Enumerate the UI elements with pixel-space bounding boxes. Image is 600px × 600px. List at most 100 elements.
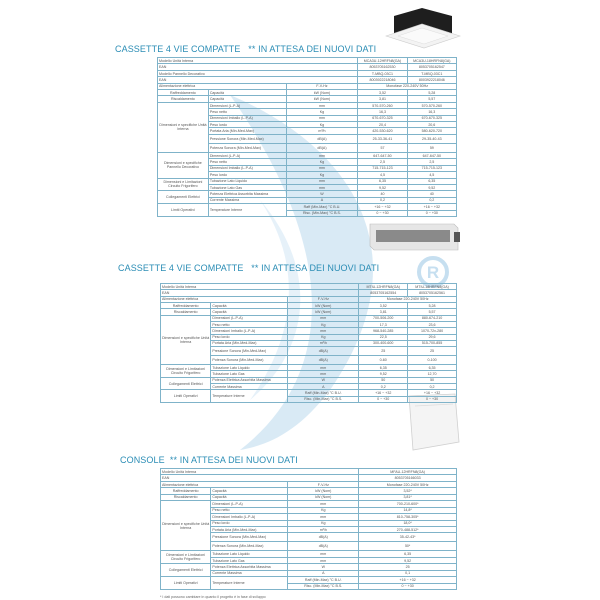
table-row: Modello Unità Interna MCA3U-12HRFN8(GA) MC… [156, 56, 458, 65]
unit-label: dB(A) [287, 532, 360, 543]
unit-label: kW (Nom) [287, 487, 360, 495]
table-row: Dimensioni e specifiche Unità Interna Dim… [159, 314, 457, 366]
row-label: Pressione Sonora (Min-Med-Max) [210, 346, 289, 357]
row-label: Potenza Sonora (Min-Med-Max) [207, 142, 287, 153]
cell-value: MFAU-12HRFN8(GA) [358, 467, 457, 476]
table-row: Alimentazione elettrica F-V-Hz Monofase 22… [159, 480, 457, 489]
unit-label: dB(A) [287, 355, 360, 366]
console-unit-image [408, 393, 460, 451]
table-row: Peso lordo Kg 4,5 4,5 [158, 171, 458, 179]
cell-value: 40 [406, 190, 458, 198]
unit-label: mm [287, 500, 360, 508]
row-label: Peso netto [207, 158, 287, 166]
unit-label: kW (Nom) [287, 493, 360, 502]
table-row: Limiti Operativi Temperature Interne Raff … [157, 203, 458, 217]
table-row: Corrente Massima A 0,2 0,2 [158, 196, 458, 205]
table-row: Riscaldamento Capacità kW (Nom) 3,81* [159, 493, 457, 502]
cell-value: Monofase 220-240V 50Hz [358, 480, 457, 489]
group-label: Limiti Operativi [159, 389, 212, 403]
row-label: Potenza Sonora (Min-Med-Max) [210, 355, 289, 366]
cell-value: 0 ~ +30 [406, 209, 458, 218]
group-label: Collegamenti Elettrici [157, 190, 209, 205]
row-label: Temperature Interne [207, 203, 287, 217]
unit-label: dB(A) [287, 346, 360, 357]
row-label: Pressione Sonora (Min-Med-Max) [210, 532, 289, 543]
cassette-unit-image [385, 8, 461, 49]
row-label: Tubazione Lato Gas [207, 183, 287, 192]
group-label: Limiti Operativi [159, 576, 212, 590]
unit-label: Risc. (Min-Max) °C B.S. [287, 395, 360, 404]
row-label: Alimentazione elettrica [159, 480, 289, 489]
row-label: Dimensioni (L-P-A) [207, 151, 287, 160]
cell-value: 700-210-600* [358, 500, 457, 508]
table-row: Peso netto Kg 2,5 2,5 [158, 158, 458, 166]
group-label: Dimensioni e Limitazioni Circuito Frigor… [157, 177, 209, 192]
spec-table: Modello Unità Interna MCA3U-12HRFN8(GA) MC… [156, 56, 458, 218]
group-label: Collegamenti Elettrici [159, 563, 212, 578]
table-row: Collegamenti Elettrici Potenza Elettrica … [157, 190, 458, 205]
section-title: CONSOLE ** IN ATTESA DEI NUOVI DATI [120, 455, 298, 465]
unit-label: dB(A) [285, 133, 359, 144]
cell-value: 0 ~ +30 [357, 209, 408, 218]
cell-value: 3,81* [358, 493, 457, 502]
table-row: Dimensioni Imballo (L-P-A) mm 715-715-123 7… [158, 164, 458, 173]
table-row: Limiti Operativi Temperature Interne Raff … [159, 389, 457, 403]
cell-value: 6,35 [406, 177, 458, 185]
cell-value: 9,52 [406, 183, 458, 192]
cell-value: 0-60 [358, 355, 409, 366]
cell-value: 0 ~ +30 [358, 395, 409, 404]
section-title: CASSETTE 4 VIE COMPATTE ** IN ATTESA DEI… [118, 263, 380, 273]
group-label: Limiti Operativi [157, 203, 209, 217]
row-label: Corrente Massima [207, 196, 287, 205]
cell-value: 580-620-720 [406, 127, 458, 135]
table-row: Tubazione Lato Gas mm 9,52 9,52 [158, 183, 458, 192]
group-label: Raffreddamento [159, 487, 212, 495]
unit-label: Risc. (Min-Max) °C B.S. [287, 582, 360, 591]
table-row: Raffreddamento Capacità kW (Nom) 3,52* [159, 487, 457, 495]
unit-label: dB(A) [287, 541, 360, 552]
table-row: Portata Aria (Min-Med-Max) m³/h 270-488-51… [161, 525, 457, 534]
table-row: Dimensioni e specifiche Unità Interna Dim… [159, 500, 457, 552]
row-label: Potenza Elettrica Assorbita Massima [207, 190, 287, 198]
row-label: Dimensioni Imballo (L-P-A) [207, 164, 287, 173]
table-row: Risc. (Min-Max) °C B.S. 0 ~ +30 0 ~ +30 [158, 209, 458, 218]
table-row: Dimensioni e Limitazioni Circuito Frigor… [157, 177, 458, 192]
unit-label: m³/h [287, 339, 360, 348]
cell-value: 0 ~ +30 [407, 395, 457, 404]
group-label: Riscaldamento [159, 493, 212, 502]
cell-value: 0,2 [406, 196, 458, 205]
table-row: Risc. (Min-Max) °C B.S. 0 ~ +30 [161, 582, 457, 591]
row-label: Pressione Sonora (Min-Med-Max) [207, 133, 287, 144]
cell-value: 59 [406, 142, 458, 153]
spec-table: Modello Unità Interna MFAU-12HRFN8(GA) EAN… [159, 467, 457, 591]
row-label: Temperature Interne [210, 576, 289, 590]
cell-value: 29-35-40-43 [406, 133, 458, 144]
table-row: Riscaldamento Capacità kW (Nom) 3,81 5,57 [157, 95, 458, 103]
group-label: Dimensioni e specifiche Unità Interna [159, 314, 212, 366]
table-row: EAN 8053705166033 [159, 474, 457, 482]
table-row: Portata Aria (Min-Med-Max) m³/h 420-530-62… [158, 127, 458, 135]
spec-table: Modello Unità Interna MTIU-12HRFN8(GA) MTI… [159, 282, 457, 404]
cell-value: 25 [358, 346, 409, 357]
unit-label: F-V-Hz [287, 480, 360, 489]
cell-value: 270-488-512* [358, 525, 457, 534]
unit-label: m³/h [287, 525, 360, 534]
group-label: Dimensioni e specifiche Unità Interna [159, 500, 212, 552]
table-row: Dimensioni e specifiche Pannello Decorat… [157, 151, 458, 179]
group-label: Dimensioni e specifiche Pannello Decorat… [157, 151, 209, 179]
row-label: Potenza Sonora (Min-Med-Max) [210, 541, 289, 552]
cell-value: 4,5 [406, 171, 458, 179]
group-label: Dimensioni e specifiche Unità Interna [157, 101, 209, 153]
group-label: Riscaldamento [157, 95, 209, 103]
svg-text:R: R [427, 263, 439, 282]
duct-unit-image [369, 223, 460, 251]
row-label: Portata Aria (Min-Med-Max) [207, 127, 287, 135]
group-label: Dimensioni e Limitazioni Circuito Frigor… [159, 364, 212, 378]
cell-value: MCA3U-18HRFN8(GA) [406, 56, 458, 65]
table-row: Portata Aria (Min-Med-Max) m³/h 300-400-60… [161, 339, 457, 348]
footnote: * I dati possono cambiare in quanto il p… [160, 595, 266, 599]
group-label: Riscaldamento [159, 308, 212, 316]
row-label: Tubazione Lato Liquido [207, 177, 287, 185]
cell-value: 50* [358, 541, 457, 552]
group-label: Dimensioni e Limitazioni Circuito Frigor… [159, 550, 212, 565]
